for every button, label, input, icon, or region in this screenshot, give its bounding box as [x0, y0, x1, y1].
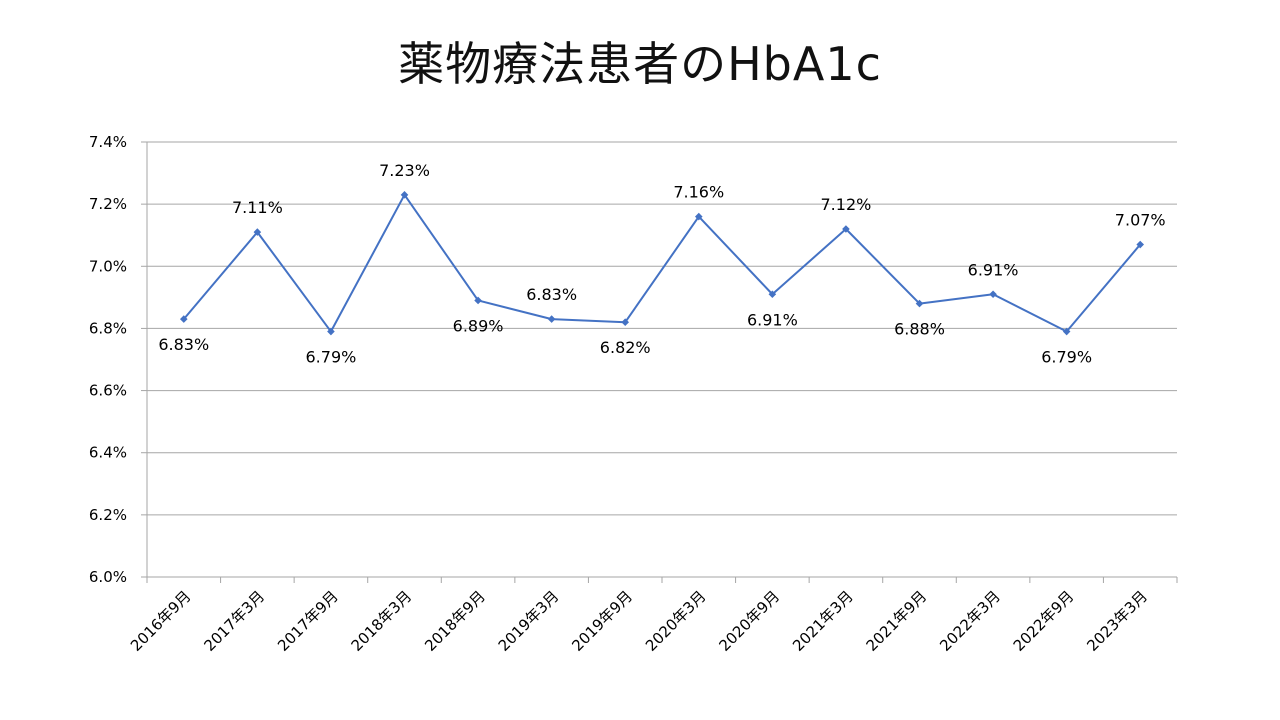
data-label: 6.91% — [968, 260, 1019, 279]
y-tick-labels: 6.0% 6.2% 6.4% 6.6% 6.8% 7.0% 7.2% 7.4% — [89, 133, 127, 586]
data-label: 7.11% — [232, 198, 283, 217]
x-tick-label: 2020年9月 — [716, 587, 784, 655]
y-tick-label: 6.4% — [89, 444, 127, 462]
data-point — [694, 212, 703, 221]
y-tick-label: 7.0% — [89, 257, 127, 275]
data-label: 6.79% — [1041, 348, 1092, 367]
series-line — [179, 191, 1145, 336]
data-label: 6.91% — [747, 310, 798, 329]
data-point — [842, 225, 850, 233]
data-label: 7.12% — [821, 195, 872, 214]
x-tick-label: 2021年3月 — [789, 587, 857, 655]
y-tick-label: 7.2% — [89, 195, 127, 213]
y-tick-label: 6.2% — [89, 506, 127, 524]
data-label: 6.82% — [600, 338, 651, 357]
y-tick-label: 6.8% — [89, 319, 127, 337]
x-tick-label: 2018年9月 — [421, 587, 489, 655]
x-tick-label: 2017年9月 — [274, 587, 342, 655]
data-point — [989, 290, 997, 299]
y-tick-label: 6.6% — [89, 382, 127, 400]
x-tick-label: 2022年9月 — [1010, 587, 1078, 655]
data-point — [547, 315, 556, 323]
data-point — [768, 290, 777, 299]
data-point — [400, 191, 409, 199]
x-tick-label: 2019年9月 — [568, 587, 636, 655]
gridlines — [147, 141, 1177, 516]
data-point — [474, 296, 482, 305]
chart-title: 薬物療法患者のHbA1c — [398, 37, 882, 91]
data-point — [621, 318, 630, 327]
x-tick-label: 2020年3月 — [642, 587, 710, 655]
x-tick-label: 2022年3月 — [936, 587, 1004, 655]
x-tick-labels: 2016年9月 2017年3月 2017年9月 2018年3月 2018年9月 2019年… — [127, 587, 1151, 655]
x-tick-label: 2017年3月 — [201, 587, 269, 655]
data-label: 6.83% — [158, 335, 209, 354]
x-tick-label: 2018年3月 — [348, 587, 416, 655]
data-label: 6.83% — [526, 285, 577, 304]
data-label: 7.07% — [1115, 211, 1166, 230]
data-label: 6.89% — [453, 316, 504, 335]
data-point — [1136, 240, 1145, 249]
axes — [141, 141, 1178, 583]
data-point — [915, 299, 924, 308]
data-label: 6.88% — [894, 320, 945, 339]
x-tick-label: 2021年9月 — [863, 587, 931, 655]
data-point — [327, 327, 335, 336]
data-point — [179, 315, 188, 323]
data-labels: 6.83% 7.11% 6.79% 7.23% 6.89% 6.83% 6.82% 7.16%… — [158, 161, 1165, 367]
data-label: 6.79% — [306, 348, 357, 367]
x-tick-label: 2023年3月 — [1083, 587, 1151, 655]
x-tick-label: 2016年9月 — [127, 587, 195, 655]
y-tick-label: 7.4% — [89, 133, 127, 151]
y-tick-label: 6.0% — [89, 568, 127, 586]
data-point — [1062, 327, 1071, 336]
data-point — [253, 228, 262, 236]
x-tick-label: 2019年3月 — [495, 587, 563, 655]
series-line-path — [183, 193, 1141, 333]
data-label: 7.16% — [673, 183, 724, 202]
data-label: 7.23% — [379, 161, 430, 180]
